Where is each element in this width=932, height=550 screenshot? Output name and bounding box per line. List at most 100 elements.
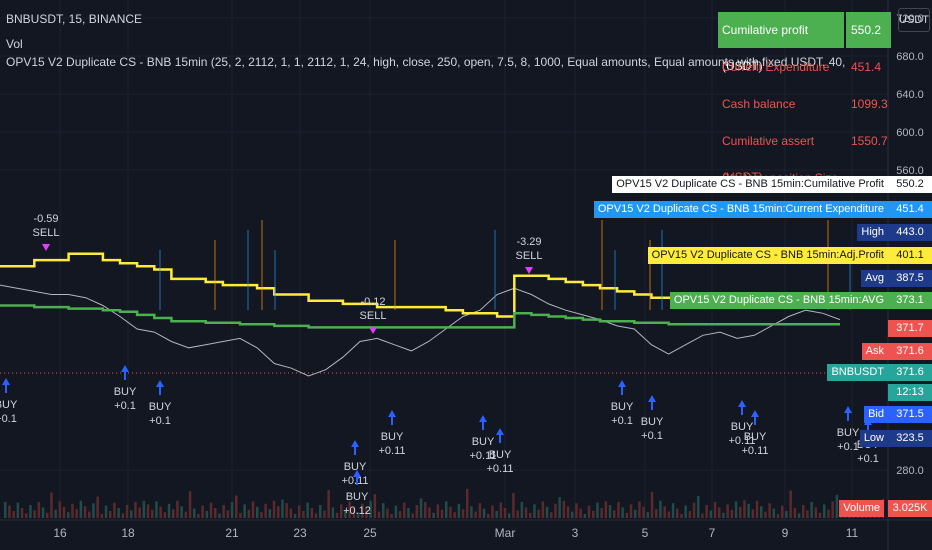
volume-bar xyxy=(772,508,776,518)
trade-label-buy: BUY xyxy=(472,436,495,448)
volume-bar xyxy=(369,500,372,518)
volume-bar xyxy=(37,502,41,518)
volume-bar xyxy=(96,496,99,518)
volume-bar xyxy=(130,510,133,518)
buy-arrow-icon xyxy=(648,395,656,410)
volume-bar xyxy=(390,514,393,518)
trade-label-buy: BUY xyxy=(344,461,367,473)
volume-bar xyxy=(50,492,53,518)
y-tick-label: 280.0 xyxy=(896,465,924,477)
volume-bar xyxy=(520,502,524,518)
volume-indicator-title[interactable]: Vol xyxy=(6,37,23,51)
buy-arrow-icon xyxy=(496,428,504,443)
volume-bar xyxy=(638,501,641,518)
trade-label-buy-value: +0.1 xyxy=(641,430,663,442)
volume-bar xyxy=(419,498,423,518)
volume-bar xyxy=(751,509,755,518)
volume-bar xyxy=(172,509,175,518)
trade-label-buy: BUY xyxy=(114,386,137,398)
volume-bar xyxy=(327,490,330,518)
buy-arrow-icon xyxy=(351,440,359,455)
volume-bar xyxy=(432,512,435,518)
volume-bar xyxy=(529,512,532,518)
volume-bar xyxy=(272,500,276,518)
volume-bar xyxy=(167,503,171,518)
volume-bar xyxy=(764,511,767,518)
volume-bar xyxy=(562,500,566,518)
trade-label-buy-value: +0.1 xyxy=(149,415,171,427)
series-line-avg xyxy=(0,304,840,329)
volume-bar xyxy=(67,512,70,518)
volume-bar xyxy=(54,509,57,518)
volume-bar xyxy=(440,509,444,518)
buy-arrow-icon xyxy=(738,400,746,415)
y-tick-label: 640.0 xyxy=(896,89,924,101)
volume-bar xyxy=(83,506,87,518)
volume-bar xyxy=(474,511,477,518)
volume-bar xyxy=(533,504,536,518)
volume-bar xyxy=(608,505,612,518)
volume-bar xyxy=(642,506,645,518)
volume-bar xyxy=(79,500,83,518)
volume-bar xyxy=(684,505,687,518)
volume-bar xyxy=(348,501,351,518)
volume-bar xyxy=(785,511,788,518)
axis-label-value: 371.6 xyxy=(888,343,932,360)
y-tick-label: 720.0 xyxy=(896,13,924,25)
volume-bar xyxy=(281,499,284,518)
volume-bar xyxy=(445,501,448,518)
volume-bar xyxy=(16,502,20,518)
y-tick-label: 680.0 xyxy=(896,51,924,63)
trade-label-sell-value: SELL xyxy=(360,310,387,322)
y-tick-label: 560.0 xyxy=(896,165,924,177)
trade-label-buy-value: +0.11 xyxy=(378,445,405,457)
volume-bar xyxy=(491,505,494,518)
volume-bar xyxy=(524,507,528,518)
volume-bar xyxy=(797,513,801,518)
strategy-title[interactable]: OPV15 V2 Duplicate CS - BNB 15min (25, 2… xyxy=(6,55,846,69)
volume-bar xyxy=(176,500,179,518)
volume-bar xyxy=(264,503,267,518)
volume-bar xyxy=(20,508,24,518)
currency-button[interactable]: USDT xyxy=(898,8,930,32)
volume-bar xyxy=(222,505,225,518)
trade-label-buy-value: +0.1 xyxy=(837,441,859,453)
trade-label-buy: BUY xyxy=(381,431,404,443)
volume-bar xyxy=(604,501,608,518)
volume-bar xyxy=(587,505,591,518)
volume-bar xyxy=(411,513,414,518)
volume-bar xyxy=(109,511,112,518)
plot-label-name: OPV15 V2 Duplicate CS - BNB 15min:Cumila… xyxy=(612,176,888,193)
axis-label-name: Ask xyxy=(861,343,888,360)
volume-bar xyxy=(495,511,498,518)
volume-bar xyxy=(340,504,343,518)
volume-bar xyxy=(793,508,797,518)
volume-bar xyxy=(613,510,616,518)
volume-bar xyxy=(247,509,251,518)
trade-label-sell-value: SELL xyxy=(516,250,543,262)
trade-label-buy-value: +0.1 xyxy=(857,453,879,465)
stats-row: Current Expenditure 451.4 xyxy=(718,49,891,85)
buy-arrow-icon xyxy=(844,406,852,421)
volume-bar xyxy=(256,506,259,518)
trade-label-buy: BUY xyxy=(837,427,860,439)
volume-bar xyxy=(12,511,15,518)
volume-bar xyxy=(92,503,95,518)
volume-bar xyxy=(344,509,347,518)
trade-label-buy-value: +0.12 xyxy=(343,505,371,517)
volume-bar xyxy=(545,506,549,518)
volume-bar xyxy=(188,491,192,518)
buy-arrow-icon xyxy=(479,415,487,430)
trade-label-buy: BUY xyxy=(611,401,634,413)
volume-bar xyxy=(117,508,120,518)
volume-bar xyxy=(180,506,183,518)
stats-row: Cumilative assert (USDT) 1550.7 xyxy=(718,123,891,184)
volume-bar xyxy=(184,511,188,518)
volume-bar xyxy=(235,495,238,518)
symbol-title[interactable]: BNBUSDT, 15, BINANCE xyxy=(6,12,143,26)
volume-bar xyxy=(25,513,28,518)
axis-label-value: 387.5 xyxy=(888,270,932,287)
volume-bar xyxy=(302,511,305,518)
stats-label: Cash balance xyxy=(722,97,796,111)
